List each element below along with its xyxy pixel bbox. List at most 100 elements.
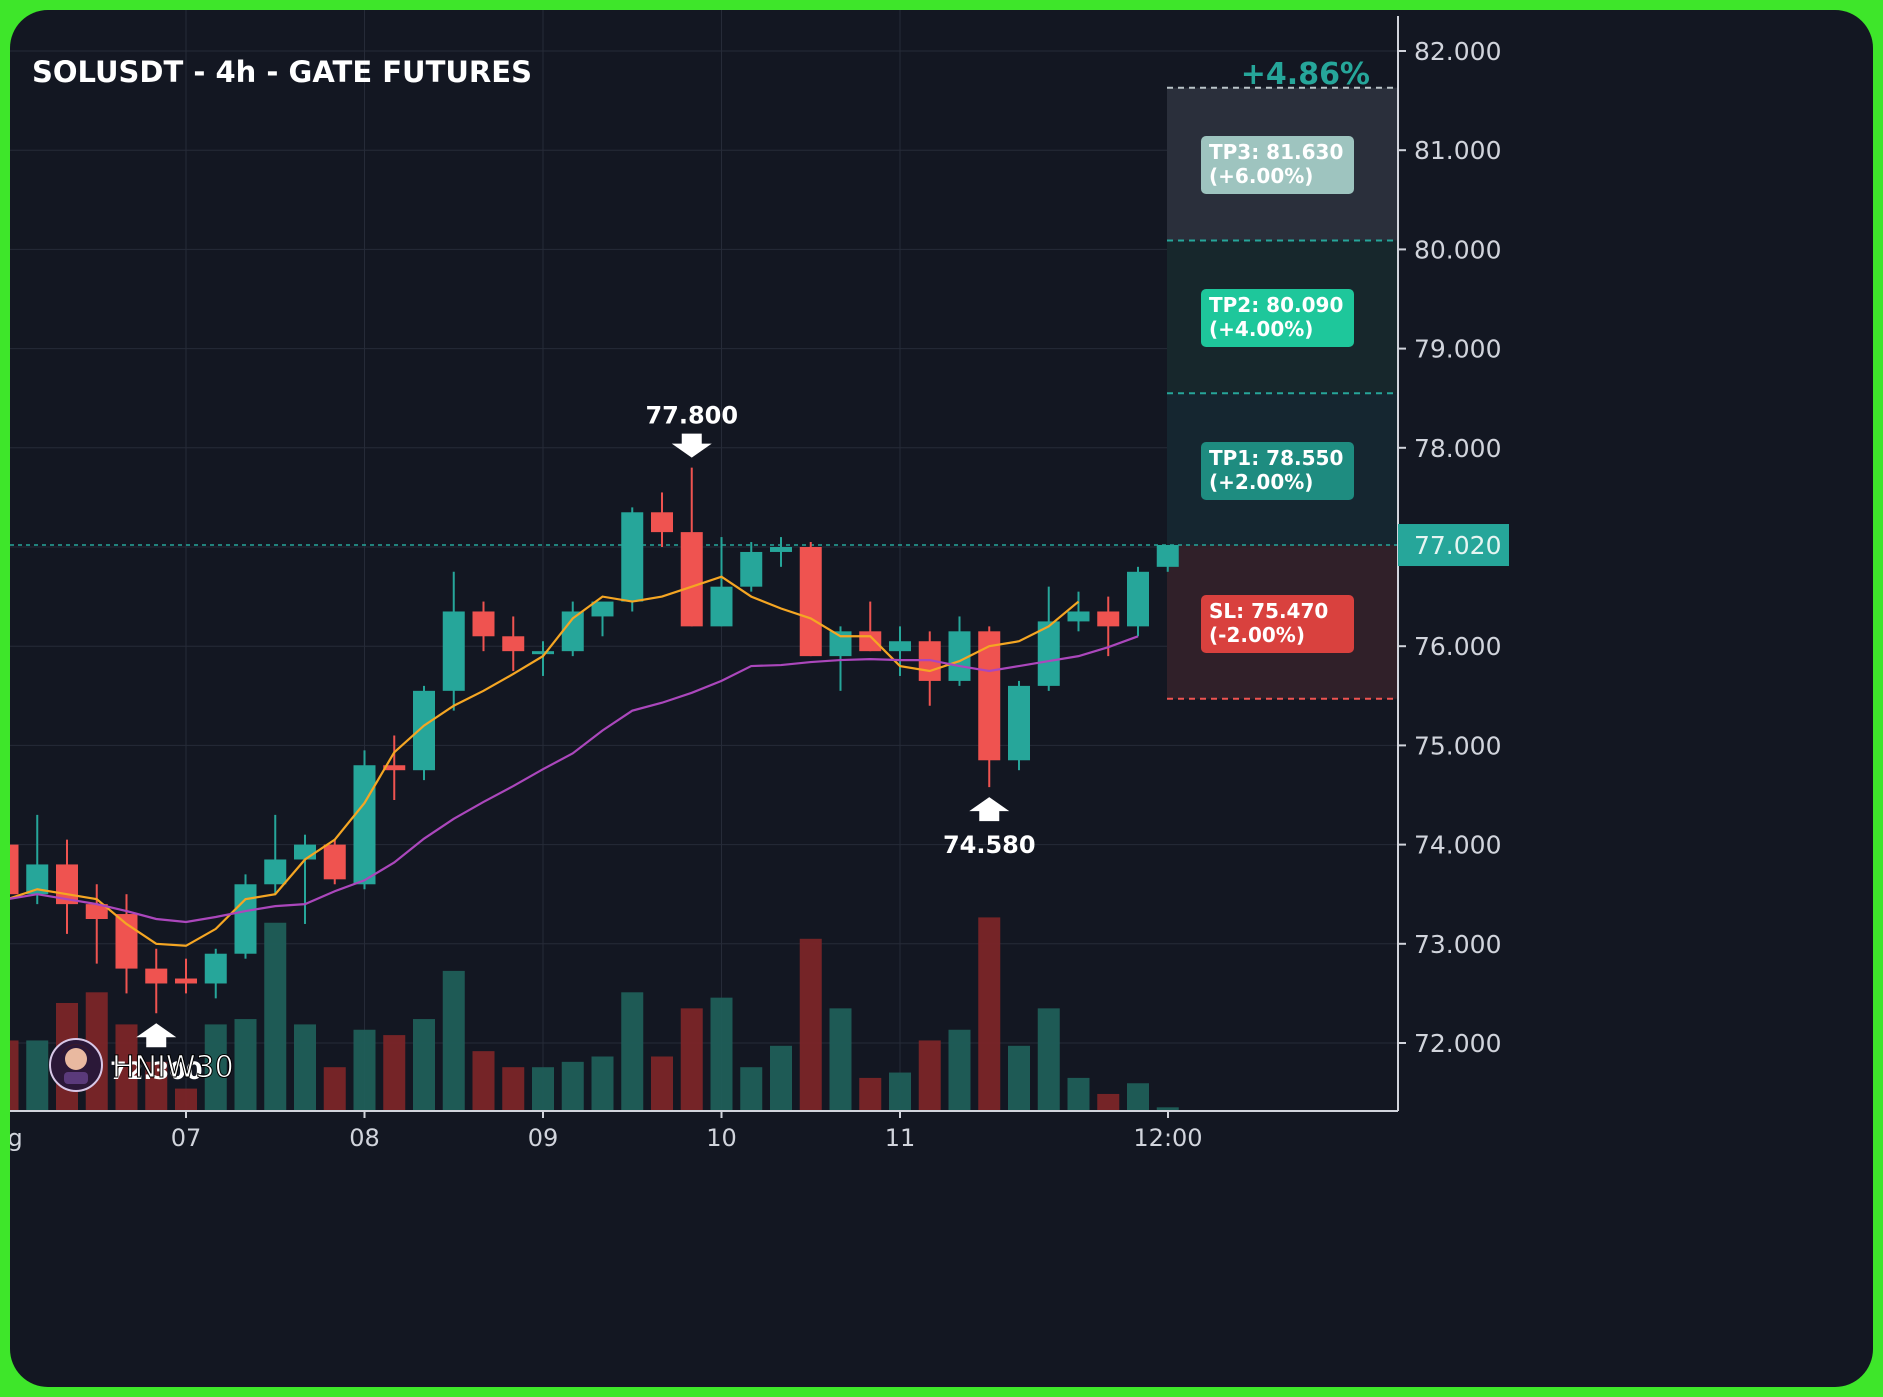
volume-bar xyxy=(1037,1008,1060,1110)
candle[interactable] xyxy=(264,814,287,895)
volume-bar xyxy=(413,1019,435,1110)
candlestick-chart[interactable]: 82.000 81.000 80.000 79.000 78.000 76.000 75.0… xyxy=(10,10,1873,1387)
candle-body xyxy=(145,968,168,984)
y-tick-label: 72.000 xyxy=(1414,1029,1501,1058)
candle[interactable] xyxy=(978,626,1001,788)
candle-body xyxy=(10,844,19,895)
candle[interactable] xyxy=(740,542,763,592)
candle-body xyxy=(740,551,763,587)
volume-bar xyxy=(175,1088,197,1110)
volume-bar xyxy=(1067,1077,1090,1110)
candle[interactable] xyxy=(621,507,644,612)
candle-body xyxy=(1067,611,1090,622)
candle[interactable] xyxy=(413,685,435,781)
candle-body xyxy=(561,611,584,652)
x-tick-label: 12:00 xyxy=(1133,1124,1202,1152)
volume-bar xyxy=(621,992,644,1110)
sl-label-bg xyxy=(1201,595,1354,653)
candle-body xyxy=(175,978,197,984)
candle[interactable] xyxy=(234,874,257,959)
volume-bar xyxy=(710,997,733,1110)
candle-body xyxy=(442,611,465,691)
candle[interactable] xyxy=(56,839,78,934)
tp3-label: TP3: 81.630(+6.00%) xyxy=(1201,136,1354,194)
candle[interactable] xyxy=(889,626,911,676)
candle[interactable] xyxy=(145,948,168,1014)
candle[interactable] xyxy=(1037,586,1060,691)
arrow-up-icon xyxy=(136,1023,177,1048)
volume-bar xyxy=(978,917,1001,1110)
avatar-face xyxy=(65,1048,87,1070)
candle[interactable] xyxy=(1008,680,1030,771)
candle-body xyxy=(115,914,138,969)
y-tick-label: 76.000 xyxy=(1414,632,1501,661)
candle[interactable] xyxy=(323,839,346,885)
candle-body xyxy=(532,651,554,655)
watermark: HNIW30 xyxy=(49,1038,234,1092)
candle[interactable] xyxy=(353,750,376,890)
candle[interactable] xyxy=(294,834,316,924)
tp2-label-text: TP2: 80.090 xyxy=(1209,293,1343,317)
y-tick-label: 78.000 xyxy=(1414,434,1501,463)
candle[interactable] xyxy=(948,616,971,686)
x-tick-label: 11 xyxy=(885,1124,916,1152)
tp3-label-text: (+6.00%) xyxy=(1209,164,1313,188)
y-tick-label: 81.000 xyxy=(1414,136,1501,165)
ema-slow-line xyxy=(10,635,1139,924)
left-low-annotation: 72.300 xyxy=(110,1023,203,1085)
candle[interactable] xyxy=(532,641,554,676)
candle[interactable] xyxy=(502,616,525,671)
candle-body xyxy=(383,765,406,771)
candle-body xyxy=(1037,621,1060,686)
volume-bar xyxy=(948,1029,971,1110)
volume-bar xyxy=(294,1024,316,1110)
candle-body xyxy=(1156,545,1179,567)
candle[interactable] xyxy=(1067,591,1090,632)
candle[interactable] xyxy=(1156,545,1179,572)
candle[interactable] xyxy=(175,958,197,994)
volume-bar xyxy=(442,970,465,1110)
candle[interactable] xyxy=(591,601,614,637)
candle-body xyxy=(26,864,49,895)
y-tick-label: 80.000 xyxy=(1414,235,1501,264)
tp2-label-text: (+4.00%) xyxy=(1209,317,1313,341)
tp3-label-text: TP3: 81.630 xyxy=(1209,140,1343,164)
candle[interactable] xyxy=(204,948,227,999)
candle[interactable] xyxy=(680,467,703,627)
candle-body xyxy=(710,586,733,627)
volume-bar xyxy=(591,1056,614,1110)
candle[interactable] xyxy=(651,492,673,547)
candle[interactable] xyxy=(1127,566,1149,637)
candle[interactable] xyxy=(710,537,733,627)
candle[interactable] xyxy=(85,884,108,964)
candle-body xyxy=(621,512,644,602)
volume-bar xyxy=(889,1072,911,1110)
candle-body xyxy=(204,953,227,984)
y-tick-label: 75.000 xyxy=(1414,731,1501,760)
y-tick-label: 73.000 xyxy=(1414,930,1501,959)
avatar-hair xyxy=(60,1044,92,1056)
annotation-text: 77.800 xyxy=(645,402,738,430)
tp1-label: TP1: 78.550(+2.00%) xyxy=(1201,442,1354,500)
annotation-text: 72.300 xyxy=(110,1057,203,1085)
change-percent-label: +4.86% xyxy=(1241,57,1370,92)
volume-bar xyxy=(1127,1083,1149,1110)
candle[interactable] xyxy=(10,844,19,914)
volume-bar xyxy=(1008,1045,1030,1110)
candle[interactable] xyxy=(799,542,822,657)
candle-body xyxy=(948,631,971,681)
candle-body xyxy=(502,636,525,652)
candle[interactable] xyxy=(472,601,495,652)
candle[interactable] xyxy=(383,735,406,800)
volume-bar xyxy=(532,1067,554,1110)
candle[interactable] xyxy=(561,601,584,657)
y-tick-label: 82.000 xyxy=(1414,37,1501,66)
volume-bar xyxy=(740,1067,763,1110)
chart-title: SOLUSDT - 4h - GATE FUTURES xyxy=(32,55,532,89)
candle[interactable] xyxy=(770,537,792,567)
volume-bar xyxy=(204,1024,227,1110)
volume-bar xyxy=(1156,1107,1179,1110)
arrow-down-icon xyxy=(671,433,712,458)
tp2-label: TP2: 80.090(+4.00%) xyxy=(1201,289,1354,347)
candle[interactable] xyxy=(442,571,465,711)
